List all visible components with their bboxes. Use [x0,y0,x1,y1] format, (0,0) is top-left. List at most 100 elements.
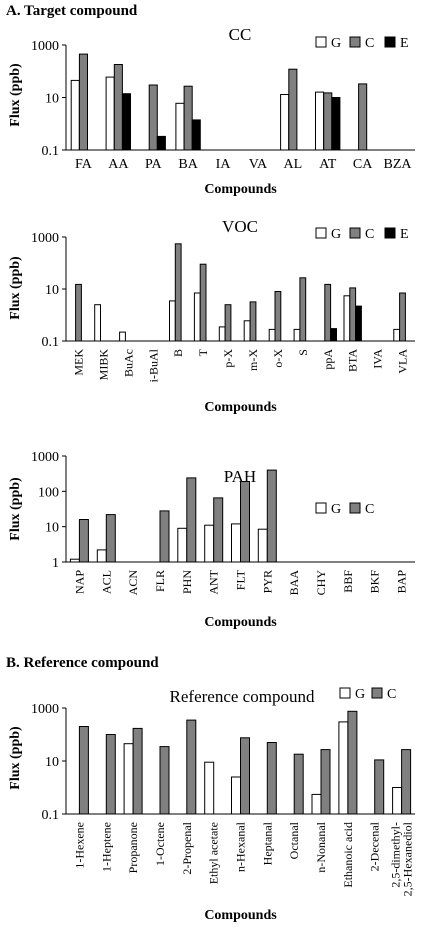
legend-swatch [371,687,383,699]
category-label: Octanal [287,821,301,859]
category-label: BA [178,157,198,172]
category-label: n-Nonanal [314,821,328,872]
legend-swatch [349,502,361,514]
y-tick-label: 1000 [31,231,59,246]
y-axis-label: Flux (ppb) [8,256,23,320]
bar [274,291,282,342]
category-label: 1-Heptene [99,822,113,872]
bar [257,528,268,563]
legend-label: C [365,502,374,517]
bar [75,283,82,342]
chart-2: VOC 0.1 10 1000 Flux (ppb) Compounds MEK MIBK Bu… [8,217,415,415]
legend-swatch [349,227,361,239]
bar [193,292,201,342]
category-label: 1-Octene [153,822,167,866]
bar [399,292,406,342]
category-label: PYR [260,570,274,593]
legend-label: C [387,687,396,702]
bar [105,734,116,815]
bar [374,759,385,815]
legend-swatch [339,687,351,699]
y-axis-label: Flux (ppb) [8,477,23,541]
bar [204,524,215,563]
category-label: MEK [71,349,85,376]
legend-label: E [400,36,409,51]
section-b-title: B. Reference compound [6,655,159,671]
bar [393,328,401,342]
bar [132,727,143,815]
legend-label: G [331,227,341,242]
bar [323,92,333,151]
bar [266,469,277,563]
category-label: Propanone [126,822,140,873]
bar [358,83,368,151]
bar [330,328,338,342]
y-tick-label: 0.1 [42,335,60,350]
category-label: 2,5-Hexanediol [401,821,415,896]
bar [94,304,101,342]
bar [280,94,290,151]
legend-swatch [384,227,396,239]
category-label: Heptanal [260,821,274,865]
category-label: BKF [368,570,382,594]
bar [311,793,322,815]
category-label: IA [216,157,232,172]
category-label: o-X [271,349,285,368]
legend-swatch [349,36,361,48]
category-label: i-BuAl [146,348,160,382]
category-label: IVA [371,349,385,369]
legend-label: G [355,687,365,702]
category-label: 1-Hexene [72,822,86,869]
legend-swatch [315,227,327,239]
category-label: FLT [234,569,248,590]
y-axis-label: Flux (ppb) [8,63,23,127]
bar [331,97,341,151]
bar [113,64,123,151]
bar [266,742,277,815]
category-label: BZA [384,157,413,172]
category-label: BAP [395,570,409,594]
bar [169,300,176,342]
bar [119,331,126,342]
category-label: PA [145,157,163,172]
y-tick-label: 1000 [31,39,59,54]
bar [293,753,304,815]
bar [175,102,185,151]
bar [78,726,89,815]
chart-title: CC [229,25,252,44]
category-label: FLR [153,570,167,592]
bar [121,93,132,151]
bar [177,527,188,563]
chart-title: Reference compound [170,687,315,706]
bar [293,328,301,342]
section-a-title: A. Target compound [6,3,138,19]
category-label: AT [319,157,337,172]
legend-swatch [315,36,327,48]
bar [240,481,250,563]
category-label: VLA [396,349,410,374]
bar [156,135,166,151]
category-label: FA [75,157,93,172]
bar [70,79,80,151]
bar [123,743,134,815]
x-axis-label: Compounds [204,400,277,415]
bar [159,510,170,563]
category-label: ACL [99,570,113,594]
category-label: ANT [207,569,221,594]
category-label: ACN [126,570,140,596]
bar [249,301,257,342]
category-label: CA [353,157,373,172]
category-label: BTA [346,349,360,372]
bar [401,749,412,815]
y-tick-label: 1 [52,556,59,571]
y-tick-label: 10 [45,283,59,298]
y-axis-label: Flux (ppb) [8,726,23,790]
category-label: NAP [72,570,86,594]
bar [96,549,107,563]
y-tick-label: 1000 [31,702,59,717]
bar [224,304,232,342]
chart-title: VOC [222,217,258,236]
bar [78,53,89,151]
bar [240,737,250,815]
y-tick-label: 1000 [31,450,59,465]
